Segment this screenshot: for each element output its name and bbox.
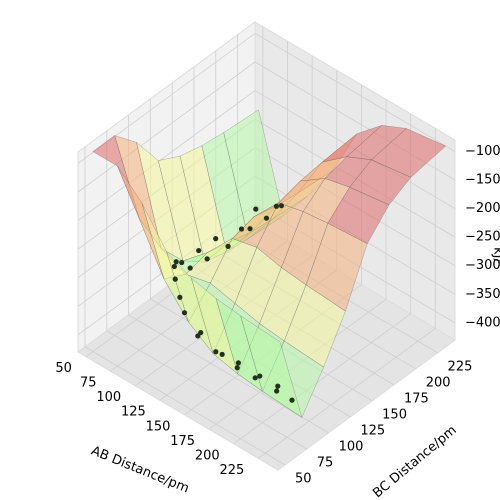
trajectory-point	[235, 360, 241, 366]
trajectory-point	[263, 215, 270, 221]
z-tick-label: −150	[465, 173, 500, 188]
trajectory-point	[177, 294, 183, 300]
trajectory-point	[213, 236, 219, 242]
y-tick-label: 75	[317, 455, 334, 470]
y-tick-label: 125	[360, 423, 385, 438]
y-tick-label: 175	[404, 391, 429, 406]
x-tick-label: 75	[80, 376, 97, 391]
trajectory-point	[173, 259, 179, 265]
trajectory-point	[196, 247, 202, 254]
x-tick-label: 50	[55, 361, 72, 376]
trajectory-point	[204, 256, 210, 262]
z-tick-label: −100	[465, 144, 500, 159]
x-tick-label: 100	[96, 390, 121, 405]
trajectory-point	[275, 383, 281, 389]
grid-line	[233, 313, 411, 445]
y-tick-label: 200	[426, 375, 451, 390]
trajectory-point	[234, 365, 240, 371]
z-tick-label: −200	[465, 201, 500, 216]
trajectory-point	[278, 203, 285, 209]
trajectory-point	[274, 388, 280, 394]
trajectory-point	[273, 203, 280, 209]
z-tick-label: −350	[465, 287, 500, 302]
grid-line	[258, 328, 436, 459]
x-tick-label: 175	[170, 434, 195, 449]
trajectory-point	[219, 351, 225, 357]
x-tick-label: 125	[121, 405, 146, 420]
x-tick-label: 225	[219, 463, 244, 478]
y-tick-label: 150	[382, 407, 407, 422]
y-tick-label: 225	[448, 359, 473, 374]
trajectory-point	[289, 397, 295, 403]
trajectory-point	[257, 373, 263, 379]
trajectory-point	[179, 259, 185, 266]
grid-line	[106, 330, 307, 450]
trajectory-point	[171, 263, 177, 270]
trajectory-point	[252, 375, 258, 381]
y-tick-label: 100	[339, 439, 364, 454]
trajectory-point	[213, 349, 219, 355]
grid-line	[254, 33, 456, 152]
grid-line	[84, 346, 286, 466]
x-tick-label: 200	[195, 448, 220, 463]
grid-line	[77, 61, 256, 193]
z-axis-label: kJ/	[491, 247, 500, 263]
y-tick-label: 50	[295, 471, 312, 486]
trajectory-point	[238, 226, 245, 232]
trajectory-point	[172, 276, 178, 282]
trajectory-point	[247, 226, 253, 232]
trajectory-point	[187, 265, 193, 271]
z-tick-label: −400	[465, 315, 500, 330]
trajectory-point	[253, 206, 259, 212]
z-tick-label: −250	[465, 230, 500, 245]
surface-patch	[240, 315, 303, 418]
grid-line	[77, 90, 256, 221]
trajectory-point	[195, 333, 201, 339]
trajectory-point	[225, 243, 231, 249]
z-tick-label: −300	[465, 258, 500, 273]
x-tick-label: 150	[146, 419, 171, 434]
x-axis-label: AB Distance/pm	[89, 444, 191, 497]
trajectory-point	[181, 310, 188, 316]
